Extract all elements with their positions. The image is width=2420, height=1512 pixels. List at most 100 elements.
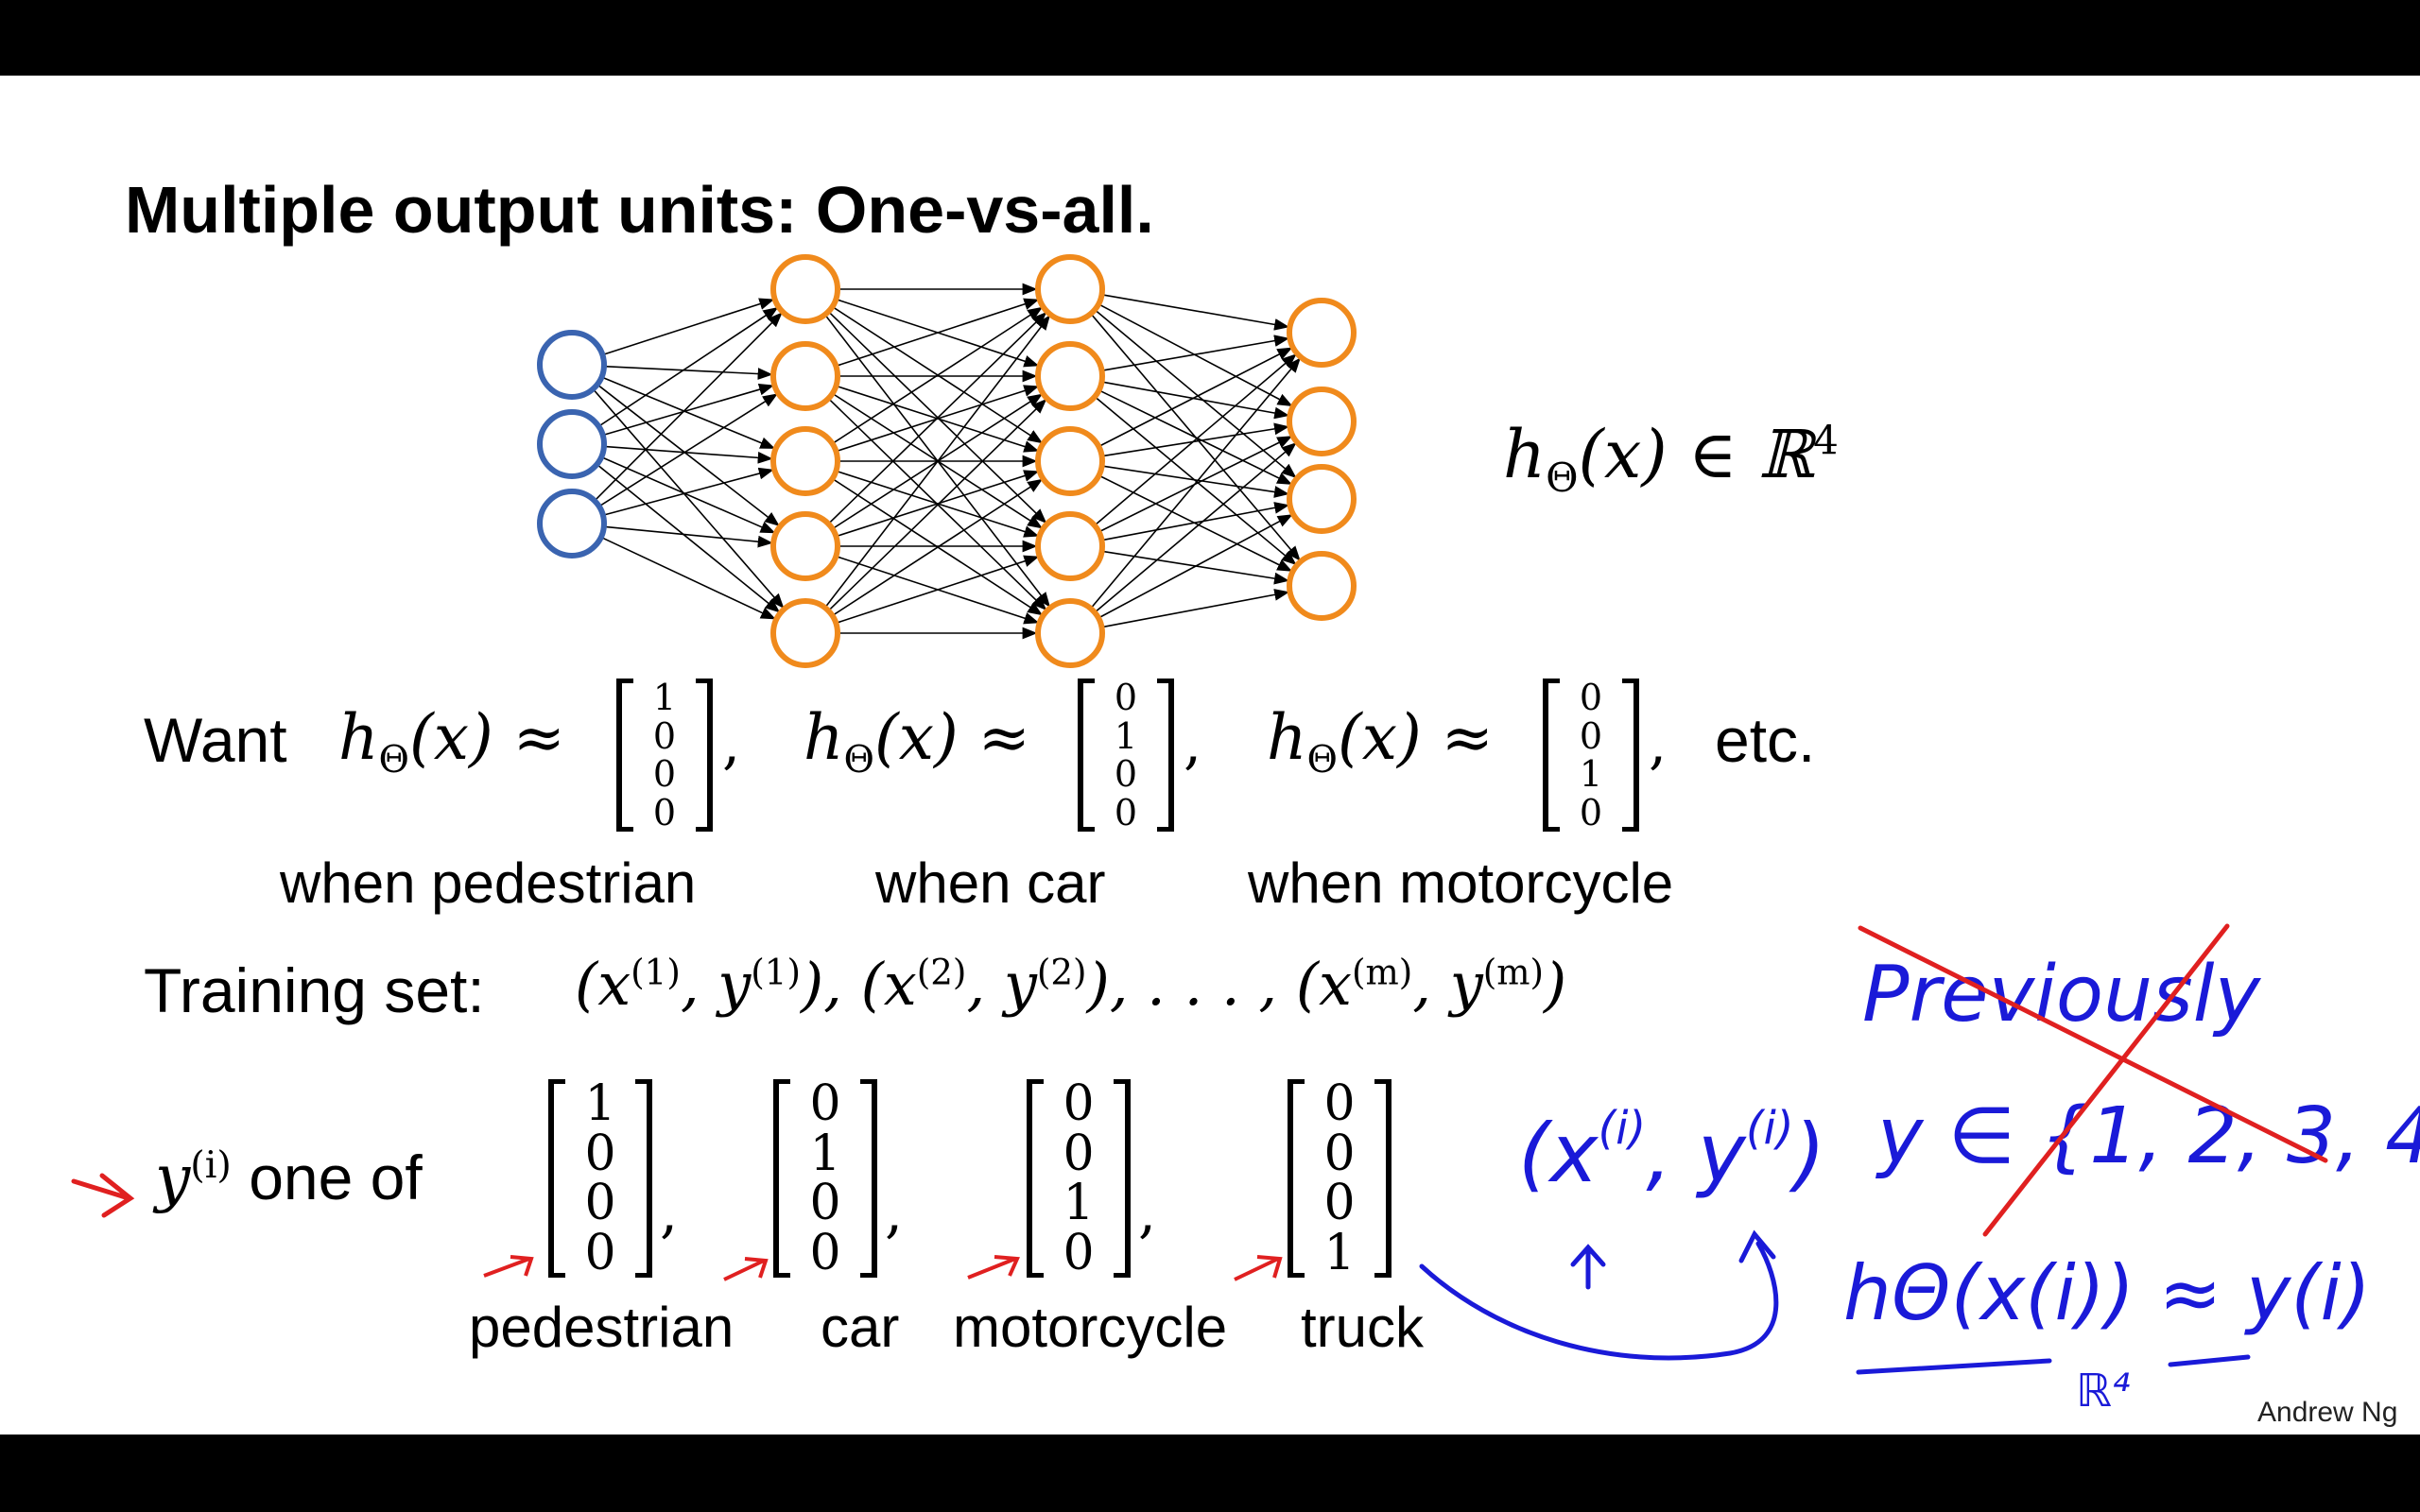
red-tick-icon bbox=[483, 1255, 534, 1278]
input-unit bbox=[537, 489, 607, 558]
class-vector-entry: 0 bbox=[809, 1075, 841, 1133]
training-expression: (x(1), y(1)), (x(2), y(2)), . . . , (x(m… bbox=[575, 950, 1567, 1019]
output-unit bbox=[1287, 298, 1357, 368]
want-vector-1-entry: 1 bbox=[652, 677, 677, 719]
network-edge bbox=[598, 393, 778, 507]
comma: , bbox=[1184, 711, 1202, 777]
r4-text: ℝ⁴ bbox=[2076, 1365, 2130, 1418]
network-edge bbox=[1094, 309, 1297, 478]
previous-label-set: y ∈ {1, 2, 3, 4} bbox=[1875, 1091, 2420, 1181]
class-vector-entry: 1 bbox=[1063, 1175, 1095, 1232]
class-vector-entry: 0 bbox=[1323, 1075, 1356, 1133]
output-unit bbox=[1287, 551, 1357, 621]
y-superscript: (i) bbox=[190, 1143, 232, 1187]
network-edge bbox=[836, 555, 1040, 625]
want-vector-2-entry: 0 bbox=[1114, 753, 1138, 796]
class-label-pedestrian: pedestrian bbox=[469, 1296, 735, 1359]
underline-stroke bbox=[1856, 1358, 2052, 1375]
network-edge bbox=[603, 445, 773, 464]
training-label: Training set: bbox=[144, 955, 485, 1025]
class-vector-entry: 0 bbox=[1063, 1224, 1095, 1281]
network-edge bbox=[602, 383, 774, 437]
y-one-of: y(i) one of bbox=[155, 1142, 423, 1214]
class-label-truck: truck bbox=[1301, 1296, 1425, 1359]
comma: , bbox=[1649, 711, 1668, 777]
network-edge bbox=[1101, 589, 1290, 628]
hidden-unit bbox=[1035, 511, 1105, 581]
hypothesis-expression: hΘ(x) ∈ ℝ4 bbox=[1503, 416, 1839, 501]
want-label: Want bbox=[144, 705, 287, 775]
hypothesis-rest: (x) ∈ ℝ bbox=[1578, 416, 1814, 493]
want-vector-2-entry: 0 bbox=[1114, 677, 1138, 719]
want-vector-1-entry: 0 bbox=[652, 714, 677, 757]
network-edge bbox=[827, 398, 1047, 611]
blue-up-arrow-icon bbox=[1570, 1244, 1606, 1290]
class-vector-entry: 0 bbox=[809, 1224, 841, 1281]
network-edge bbox=[1090, 357, 1301, 610]
class-vector-entry: 0 bbox=[1323, 1125, 1356, 1182]
network-edge bbox=[827, 311, 1047, 524]
want-expr-1: hΘ(x) ≈ bbox=[338, 701, 565, 782]
slide-title: Multiple output units: One-vs-all. bbox=[125, 173, 1154, 247]
network-edge bbox=[832, 478, 1044, 617]
network-edge bbox=[1101, 502, 1290, 541]
red-cross-stroke bbox=[1858, 925, 2328, 1163]
network-edge bbox=[832, 305, 1044, 444]
network-edge bbox=[601, 376, 776, 449]
class-vector-entry: 0 bbox=[1063, 1125, 1095, 1182]
want-vector-2-entry: 0 bbox=[1114, 791, 1138, 833]
network-edge bbox=[1098, 389, 1293, 485]
hidden-unit bbox=[770, 254, 840, 324]
hidden-unit bbox=[1035, 341, 1105, 411]
red-tick-icon bbox=[723, 1257, 769, 1281]
class-vector-entry: 0 bbox=[584, 1125, 616, 1182]
network-edge bbox=[602, 298, 775, 356]
blue-curve-arrowhead-icon bbox=[1738, 1229, 1776, 1263]
underline-stroke bbox=[2168, 1354, 2251, 1367]
network-edge bbox=[1101, 335, 1290, 371]
want-vector-3-entry: 1 bbox=[1579, 753, 1603, 796]
comma: , bbox=[660, 1179, 679, 1246]
input-unit bbox=[537, 409, 607, 479]
network-edge bbox=[1101, 294, 1290, 331]
network-edge bbox=[1098, 347, 1293, 448]
output-unit bbox=[1287, 387, 1357, 456]
class-vector-entry: 0 bbox=[809, 1175, 841, 1232]
class-vector-truck: 0 0 0 1 bbox=[1288, 1079, 1392, 1278]
comma: , bbox=[1138, 1179, 1157, 1246]
network-edge bbox=[600, 536, 776, 620]
want-vector-1-entry: 0 bbox=[652, 791, 677, 833]
red-tick-icon bbox=[1234, 1255, 1283, 1281]
hidden-unit bbox=[770, 511, 840, 581]
class-vector-car: 0 1 0 0 bbox=[773, 1079, 877, 1278]
network-edge bbox=[824, 315, 1051, 609]
want-caption-2: when car bbox=[875, 851, 1106, 915]
neural-network-diagram bbox=[537, 254, 1357, 668]
network-edge bbox=[597, 307, 779, 427]
red-arrow-icon bbox=[71, 1173, 135, 1218]
handwritten-annotations: (x(i), y(i)) Previously y ∈ {1, 2, 3, 4}… bbox=[71, 923, 2420, 1418]
one-of-label: one of bbox=[249, 1143, 423, 1212]
network-edge bbox=[836, 470, 1040, 538]
author-credit: Andrew Ng bbox=[2257, 1397, 2398, 1428]
network-edge bbox=[1094, 353, 1297, 526]
hidden-unit bbox=[770, 426, 840, 496]
network-edge bbox=[1098, 514, 1293, 619]
hidden-unit bbox=[1035, 426, 1105, 496]
network-edge bbox=[602, 467, 774, 516]
class-vector-entry: 0 bbox=[1063, 1075, 1095, 1133]
want-expr-3-text: (x) ≈ bbox=[1337, 701, 1494, 774]
class-vector-entry: 0 bbox=[584, 1224, 616, 1281]
class-label-car: car bbox=[821, 1296, 900, 1359]
comma: , bbox=[885, 1179, 904, 1246]
hidden-unit bbox=[770, 598, 840, 668]
hypothesis-theta: Θ bbox=[1546, 455, 1579, 501]
network-edge bbox=[603, 525, 773, 548]
network-edge bbox=[600, 455, 776, 534]
previously-text: Previously bbox=[1862, 950, 2262, 1040]
want-caption-3: when motorcycle bbox=[1248, 851, 1674, 915]
want-vector-1-entry: 0 bbox=[652, 753, 677, 796]
class-vector-motorcycle: 0 0 1 0 bbox=[1027, 1079, 1131, 1278]
network-edge bbox=[832, 306, 1044, 445]
comma: , bbox=[722, 711, 741, 777]
